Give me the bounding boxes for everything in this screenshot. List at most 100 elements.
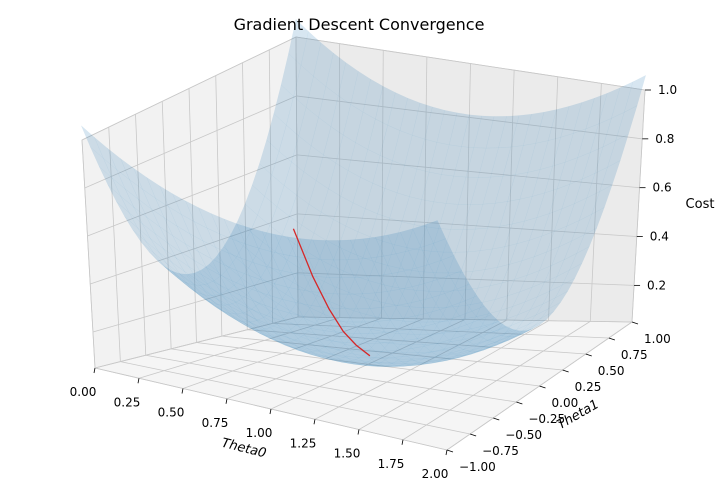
surface-patch bbox=[346, 310, 367, 327]
z-gridline-side bbox=[87, 154, 297, 237]
surface-patch bbox=[485, 116, 507, 149]
surface-patch bbox=[352, 360, 372, 366]
y-tick bbox=[493, 417, 500, 421]
surface-patch bbox=[309, 354, 330, 360]
surface-patch bbox=[552, 133, 574, 167]
surface-patch bbox=[541, 208, 563, 237]
z-gridline-back bbox=[295, 36, 646, 91]
surface-patch bbox=[237, 315, 259, 331]
surface-patch bbox=[229, 313, 251, 323]
surface-patch bbox=[322, 357, 342, 363]
surface-patch bbox=[425, 355, 447, 362]
surface-patch bbox=[315, 154, 337, 190]
surface-patch bbox=[529, 290, 551, 311]
surface-patch bbox=[265, 266, 288, 288]
surface-patch bbox=[272, 273, 294, 295]
surface-patch bbox=[285, 281, 306, 302]
surface-patch bbox=[89, 146, 113, 179]
surface-patch bbox=[242, 321, 263, 330]
surface-patch bbox=[301, 203, 322, 234]
surface-patch bbox=[472, 248, 493, 272]
surface-patch bbox=[289, 194, 310, 226]
surface-patch bbox=[460, 250, 481, 273]
surface-patch bbox=[470, 176, 491, 205]
surface-patch bbox=[474, 202, 496, 230]
surface-patch bbox=[458, 287, 479, 307]
surface-patch bbox=[189, 287, 211, 303]
surface-patch bbox=[351, 326, 372, 340]
surface-patch bbox=[365, 299, 386, 318]
surface-patch bbox=[231, 300, 253, 313]
surface-patch bbox=[401, 196, 422, 225]
surface-patch bbox=[262, 327, 284, 341]
surface-patch bbox=[553, 203, 575, 232]
surface-patch bbox=[197, 250, 220, 276]
x-tick-label: 0.50 bbox=[158, 406, 185, 420]
surface-patch bbox=[176, 257, 198, 281]
y-tick bbox=[539, 385, 546, 389]
surface-patch bbox=[116, 169, 139, 200]
surface-patch bbox=[376, 362, 397, 366]
surface-patch bbox=[384, 160, 405, 194]
surface-patch bbox=[280, 52, 302, 97]
surface-patch bbox=[140, 241, 162, 264]
y-gridline-side bbox=[295, 36, 299, 318]
surface-patch bbox=[180, 213, 204, 242]
surface-patch bbox=[274, 234, 297, 257]
surface-patch bbox=[355, 257, 376, 281]
surface-patch bbox=[124, 216, 147, 242]
surface-patch bbox=[257, 195, 278, 226]
x-tick bbox=[445, 449, 448, 456]
surface-patch bbox=[435, 348, 456, 358]
surface-patch bbox=[466, 319, 487, 332]
surface-patch bbox=[265, 335, 286, 346]
surface-patch bbox=[226, 285, 248, 301]
surface-patch bbox=[412, 358, 434, 364]
surface-patch bbox=[345, 202, 366, 233]
surface-patch bbox=[392, 340, 413, 351]
surface-patch bbox=[213, 274, 235, 292]
surface-patch bbox=[454, 324, 475, 337]
surface-patch bbox=[276, 185, 297, 217]
surface-patch bbox=[283, 310, 304, 326]
surface-patch bbox=[339, 321, 361, 334]
surface-patch bbox=[529, 213, 550, 241]
surface-patch bbox=[154, 197, 178, 227]
surface-patch bbox=[502, 331, 523, 343]
surface-patch bbox=[277, 309, 299, 326]
x-gridline-back bbox=[548, 76, 559, 321]
surface-patch bbox=[107, 148, 130, 180]
surface-patch bbox=[209, 301, 231, 314]
surface-patch bbox=[142, 223, 164, 249]
z-gridline-back bbox=[296, 154, 640, 189]
surface-patch bbox=[299, 238, 322, 260]
surface-patch bbox=[501, 334, 521, 343]
surface-patch bbox=[478, 341, 498, 352]
surface-patch bbox=[423, 251, 444, 274]
surface-patch bbox=[310, 116, 332, 156]
surface-patch bbox=[465, 269, 486, 291]
surface-patch bbox=[240, 267, 262, 288]
surface-patch bbox=[235, 319, 256, 330]
surface-patch bbox=[461, 331, 482, 342]
surface-patch bbox=[498, 314, 519, 331]
surface-patch bbox=[407, 321, 428, 335]
surface-patch bbox=[289, 312, 312, 329]
surface-patch bbox=[426, 307, 447, 323]
surface-patch bbox=[450, 204, 471, 230]
surface-patch bbox=[132, 229, 155, 254]
surface-patch bbox=[215, 246, 237, 268]
surface-patch bbox=[547, 105, 570, 141]
surface-patch bbox=[492, 306, 514, 324]
surface-patch bbox=[148, 251, 170, 272]
surface-patch bbox=[337, 239, 360, 261]
surface-patch bbox=[185, 200, 208, 229]
surface-patch bbox=[399, 348, 420, 357]
surface-patch bbox=[347, 332, 369, 344]
surface-patch bbox=[364, 362, 385, 366]
x-tick-label: 0.25 bbox=[114, 395, 141, 409]
surface-patch bbox=[522, 303, 544, 322]
surface-patch bbox=[286, 340, 308, 348]
surface-patch bbox=[150, 238, 172, 263]
surface-patch bbox=[359, 364, 379, 367]
